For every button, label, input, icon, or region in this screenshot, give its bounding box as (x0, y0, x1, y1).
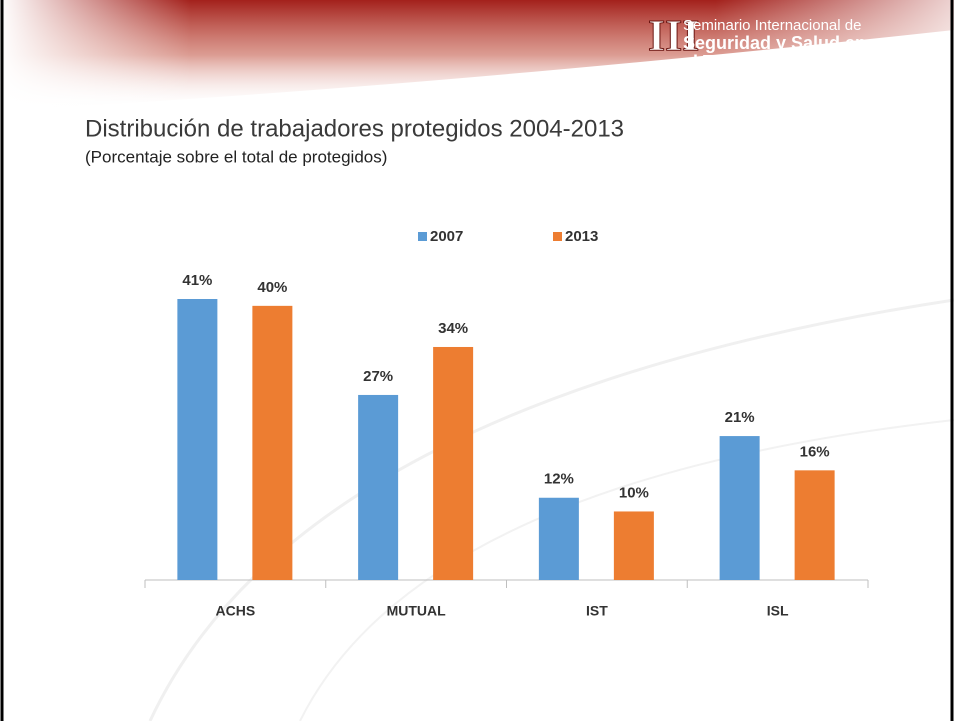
bar (433, 346, 474, 580)
value-label: 21% (725, 409, 755, 426)
value-label: 34% (438, 320, 468, 337)
value-label: 40% (257, 279, 287, 296)
value-label: 41% (182, 272, 212, 289)
x-tick-label: IST (586, 603, 608, 619)
value-label: 10% (619, 484, 649, 501)
legend-swatch (418, 232, 427, 241)
logo-text: Seguridad y Salud en (683, 33, 866, 53)
bar (538, 497, 579, 580)
legend-label: 2013 (565, 228, 598, 245)
x-tick-label: ACHS (216, 603, 256, 619)
x-tick-label: MUTUAL (387, 603, 447, 619)
swoosh (299, 419, 954, 721)
legend-label: 2007 (430, 228, 463, 245)
bar (613, 511, 654, 580)
bar (358, 394, 399, 580)
banner-fade (0, 0, 954, 110)
bar (177, 299, 218, 580)
value-label: 16% (800, 443, 830, 460)
chart-title: Distribución de trabajadores protegidos … (85, 115, 624, 142)
logo-text: el Trabajo (683, 52, 767, 72)
legend-swatch (553, 232, 562, 241)
value-label: 27% (363, 368, 393, 385)
bar (252, 305, 293, 580)
swoosh (148, 298, 954, 721)
logo-text: Seminario Internacional de (683, 17, 861, 34)
bar (719, 436, 760, 580)
logo-numeral: III (648, 11, 699, 60)
chart-subtitle: (Porcentaje sobre el total de protegidos… (85, 147, 387, 166)
value-label: 12% (544, 471, 574, 488)
x-tick-label: ISL (767, 603, 789, 619)
bar (794, 470, 835, 580)
